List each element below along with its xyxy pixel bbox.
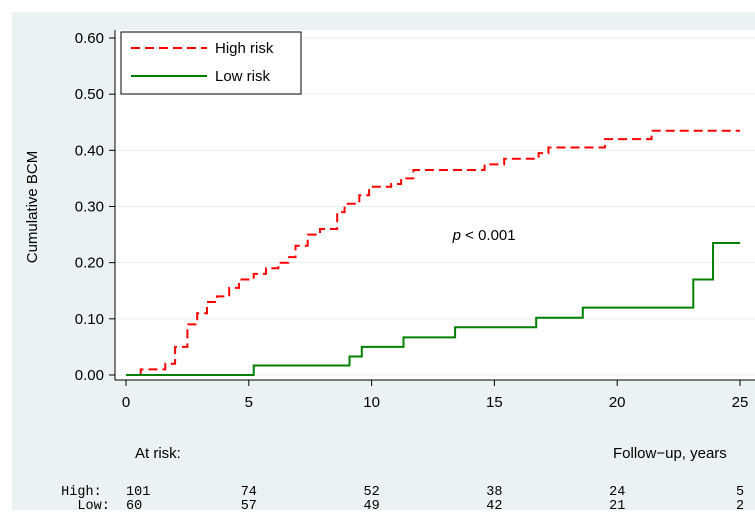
- x-tick-label: 0: [122, 394, 130, 411]
- y-tick-label: 0.00: [75, 367, 104, 384]
- x-axis-label: Follow−up, years: [613, 445, 727, 462]
- grid-lines: [115, 37, 755, 376]
- series-line-low-risk: [126, 242, 740, 376]
- at-risk-value: 42: [486, 499, 502, 514]
- at-risk-value: 101: [126, 485, 150, 500]
- series-lines: [126, 129, 740, 376]
- at-risk-row-label: High:: [61, 485, 102, 500]
- p-value-text: < 0.001: [461, 227, 516, 244]
- x-axis: 0 5 10 15 20 25: [115, 379, 755, 411]
- p-value-annotation: p < 0.001: [452, 227, 516, 244]
- at-risk-row-label: Low:: [77, 499, 109, 514]
- y-tick-label: 0.60: [75, 30, 104, 47]
- x-tick-label: 10: [363, 394, 380, 411]
- x-tick-label: 25: [732, 394, 749, 411]
- at-risk-value: 74: [241, 485, 257, 500]
- y-axis-label: Cumulative BCM: [24, 151, 41, 264]
- legend: High risk Low risk: [120, 31, 302, 95]
- at-risk-table: High: 101 74 52 38 24 5 Low: 60 57 49 42 21 2: [61, 485, 744, 514]
- legend-box: [120, 31, 302, 95]
- series-line-high-risk: [126, 129, 740, 376]
- x-tick-label: 5: [245, 394, 253, 411]
- y-tick-label: 0.10: [75, 311, 104, 328]
- y-tick-label: 0.30: [75, 199, 104, 216]
- legend-label: Low risk: [215, 68, 271, 85]
- y-axis: 0.00 0.10 0.20 0.30 0.40 0.50 0.60: [75, 30, 116, 384]
- at-risk-value: 2: [736, 499, 744, 514]
- at-risk-value: 38: [486, 485, 502, 500]
- at-risk-value: 5: [736, 485, 744, 500]
- at-risk-label: At risk:: [135, 445, 181, 462]
- at-risk-value: 60: [126, 499, 142, 514]
- at-risk-value: 57: [241, 499, 257, 514]
- at-risk-value: 52: [363, 485, 379, 500]
- x-tick-label: 15: [486, 394, 503, 411]
- y-tick-label: 0.20: [75, 255, 104, 272]
- y-tick-label: 0.50: [75, 86, 104, 103]
- at-risk-value: 21: [609, 499, 625, 514]
- p-value-italic: p: [452, 227, 461, 244]
- y-tick-label: 0.40: [75, 142, 104, 159]
- x-tick-label: 20: [609, 394, 626, 411]
- at-risk-value: 49: [363, 499, 379, 514]
- at-risk-value: 24: [609, 485, 625, 500]
- legend-label: High risk: [215, 40, 274, 57]
